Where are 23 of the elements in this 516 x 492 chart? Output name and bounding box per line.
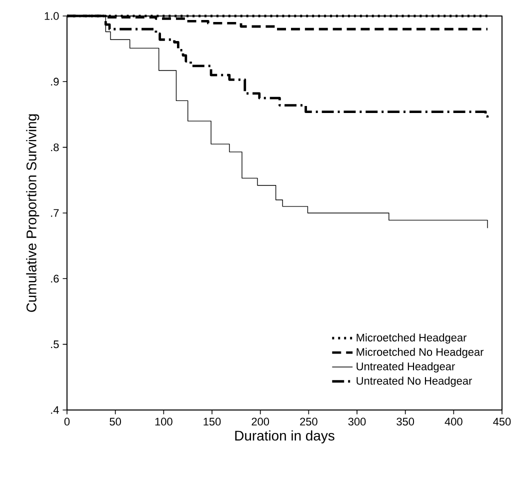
y-tick-label: 1.0: [44, 12, 59, 20]
x-tick-label: 150: [204, 418, 221, 426]
y-tick-label: .5: [51, 340, 59, 348]
y-tick-label: .9: [51, 78, 59, 86]
y-tick-label: .4: [51, 406, 59, 414]
x-tick-label: 100: [155, 418, 172, 426]
y-tick-label: .6: [51, 274, 59, 283]
x-tick-label: 250: [300, 418, 318, 426]
x-tick-label: 300: [348, 418, 366, 426]
x-tick-label: 350: [396, 418, 414, 426]
legend-label: Untreated No Headgear: [356, 376, 472, 387]
y-tick-label: .8: [51, 143, 59, 152]
legend-label: Microetched No Headgear: [356, 348, 484, 358]
y-tick-label: .7: [51, 209, 59, 217]
legend-label: Microetched Headgear: [356, 333, 467, 344]
x-axis-title: Duration in days: [235, 430, 334, 444]
x-tick-label: 0: [64, 418, 70, 426]
x-tick-label: 450: [493, 418, 511, 426]
x-tick-label: 200: [252, 418, 270, 426]
x-tick-label: 400: [444, 418, 462, 426]
x-tick-label: 50: [110, 418, 121, 426]
legend-label: Untreated Headgear: [356, 362, 455, 372]
y-axis-title: Cumulative Proportion Surviving: [26, 114, 40, 312]
